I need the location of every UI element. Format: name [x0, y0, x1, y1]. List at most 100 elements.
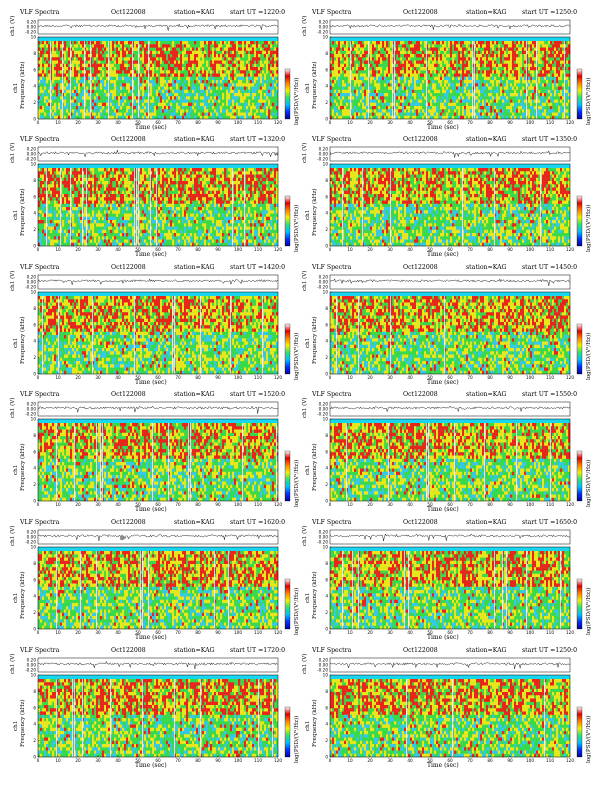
spectrogram-cell: [544, 112, 547, 116]
spectrogram-cell: [48, 44, 51, 48]
spectrogram-cell: [440, 63, 443, 68]
spectrogram-cell: [248, 57, 251, 61]
spectrogram-cell: [48, 226, 51, 230]
spectrogram-cell: [126, 76, 129, 81]
spectrogram-cell: [204, 54, 207, 58]
spectrogram-cell: [74, 93, 77, 97]
spectrogram-cell: [52, 171, 55, 175]
spectrogram-cell: [170, 115, 173, 120]
spectrogram-cell: [84, 44, 87, 48]
spectrogram-cell: [268, 93, 271, 97]
spectrogram-cell: [480, 96, 483, 100]
spectrogram-cell: [258, 76, 261, 81]
spectrogram-cell: [430, 112, 433, 116]
spectrogram-cell: [530, 54, 533, 58]
spectrogram-cell: [174, 109, 177, 113]
spectrogram-cell: [212, 63, 215, 68]
spectrogram-cell: [134, 99, 137, 103]
spectrogram-cell: [90, 226, 93, 230]
spectrogram-cell: [248, 89, 251, 94]
spectrogram-cell: [386, 106, 389, 110]
spectrogram-cell: [114, 210, 117, 214]
spectrogram-cell: [94, 220, 97, 224]
spectrogram-cell: [98, 102, 101, 107]
spectrogram-cell: [110, 229, 113, 234]
spectrogram-cell: [368, 93, 371, 97]
spectrogram-cell: [474, 96, 477, 100]
spectrogram-cell: [128, 216, 131, 221]
spectrogram-cell: [362, 86, 365, 90]
spectrogram-cell: [398, 63, 401, 68]
spectrogram-cell: [276, 47, 279, 51]
spectrogram-cell: [372, 73, 375, 77]
spectrogram-cell: [474, 44, 477, 48]
spectrogram-cell: [120, 233, 123, 237]
spectrogram-cell: [182, 203, 185, 208]
spectrogram-cell: [186, 187, 189, 191]
spectrogram-cell: [400, 112, 403, 116]
spectrogram-cell: [554, 83, 557, 87]
spectrogram-cell: [212, 50, 215, 55]
spectrogram-cell: [554, 47, 557, 51]
spectrogram-cell: [464, 83, 467, 87]
spectrogram-cell: [70, 223, 73, 227]
spectrogram-cell: [206, 109, 209, 113]
spectrogram-cell: [176, 54, 179, 58]
spectrogram-cell: [154, 216, 157, 221]
spectrogram-cell: [350, 102, 353, 107]
spectrogram-cell: [80, 93, 83, 97]
spectrogram-cell: [126, 63, 129, 68]
spectrogram-cell: [364, 83, 367, 87]
spectrogram-cell: [50, 197, 53, 201]
spectrogram-cell: [190, 168, 193, 172]
spectrogram-cell: [194, 60, 197, 64]
spectrogram-cell: [124, 226, 127, 230]
spectrogram-cell: [400, 70, 403, 74]
spectrogram-cell: [150, 54, 153, 58]
spectrogram-cell: [216, 47, 219, 51]
spectrogram-cell: [82, 197, 85, 201]
spectrogram-cell: [202, 80, 205, 84]
spectrogram-cell: [380, 96, 383, 100]
spectrogram-cell: [380, 109, 383, 113]
spectrogram-cell: [160, 50, 163, 55]
spectrogram-cell: [510, 50, 513, 55]
spectrogram-cell: [108, 190, 111, 195]
spectrogram-cell: [462, 70, 465, 74]
spectrogram-cell: [152, 174, 155, 178]
spectrogram-cell: [526, 73, 529, 77]
spectrogram-cell: [44, 63, 47, 68]
spectrogram-cell: [102, 181, 105, 185]
spectrogram-cell: [106, 223, 109, 227]
spectrogram-cell: [98, 41, 101, 45]
spectrogram-cell: [104, 109, 107, 113]
spectrogram-cell: [508, 73, 511, 77]
spectrogram-cell: [534, 63, 537, 68]
spectrogram-cell: [50, 73, 53, 77]
spectrogram-cell: [346, 47, 349, 51]
spectrogram-cell: [126, 80, 129, 84]
y-tick-label: 8: [325, 51, 328, 56]
spectrogram-cell: [218, 73, 221, 77]
spectrogram-cell: [124, 47, 127, 51]
spectrogram-cell: [542, 41, 545, 45]
spectrogram-cell: [116, 190, 119, 195]
spectrogram-cell: [110, 41, 113, 45]
spectrogram-cell: [90, 47, 93, 51]
spectrogram-cell: [150, 171, 153, 175]
spectrogram-cell: [168, 229, 171, 234]
spectrogram-cell: [126, 106, 129, 110]
spectrogram-cell: [558, 50, 561, 55]
spectrogram-cell: [110, 242, 113, 247]
spectrogram-cell: [196, 181, 199, 185]
spectrogram-cell: [552, 60, 555, 64]
spectrogram-cell: [366, 57, 369, 61]
spectrogram-cell: [354, 89, 357, 94]
spectrogram-cell: [420, 83, 423, 87]
spectrogram-cell: [252, 41, 255, 45]
spectrogram-cell: [122, 190, 125, 195]
spectrogram-cell: [330, 54, 333, 58]
spectrogram-cell: [414, 112, 417, 116]
spectrogram-cell: [478, 63, 481, 68]
spectrogram-cell: [174, 233, 177, 237]
